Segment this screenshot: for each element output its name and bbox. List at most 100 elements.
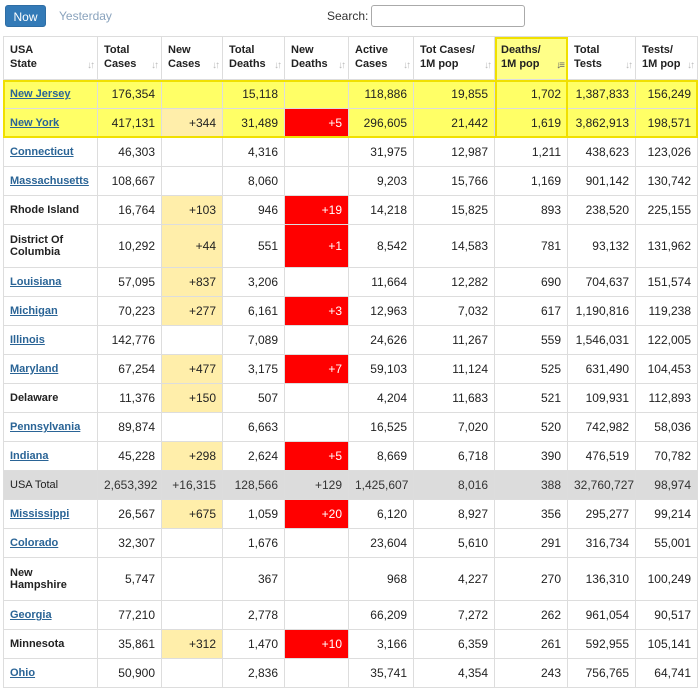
sort-icon[interactable]: ↓↑	[338, 60, 346, 71]
sort-icon[interactable]: ↓↑	[625, 60, 633, 71]
new-deaths-cell	[284, 383, 349, 413]
column-header-tests-per-1m[interactable]: Tests/1M pop ↓↑	[635, 36, 698, 80]
sort-icon[interactable]: ↓↑	[87, 60, 95, 71]
total-tests-cell: 592,955	[567, 629, 636, 659]
new-deaths-cell: +3	[284, 296, 349, 326]
tests-per-1m-cell: 98,974	[635, 470, 698, 500]
table-row: Ohio 50,900 2,836 35,741 4,354 243 756,765 64,7…	[3, 658, 698, 688]
state-cell[interactable]: Mississippi	[3, 499, 98, 529]
state-link[interactable]: Mississippi	[10, 508, 70, 520]
tests-per-1m-cell: 99,214	[635, 499, 698, 529]
column-header-total-cases[interactable]: Total Cases ↓↑	[97, 36, 162, 80]
active-cases-cell: 14,218	[348, 195, 414, 225]
new-deaths-cell: +7	[284, 354, 349, 384]
new-cases-cell: +837	[161, 267, 223, 297]
new-cases-cell	[161, 528, 223, 558]
column-header-new-cases[interactable]: New Cases ↓↑	[161, 36, 223, 80]
active-cases-cell: 8,542	[348, 224, 414, 268]
state-link[interactable]: Massachusetts	[10, 175, 89, 187]
total-deaths-cell: 2,624	[222, 441, 285, 471]
total-cases-cell: 35,861	[97, 629, 162, 659]
new-deaths-cell	[284, 528, 349, 558]
active-cases-cell: 9,203	[348, 166, 414, 196]
sort-icon[interactable]: ↓↑	[484, 60, 492, 71]
state-cell: Rhode Island	[3, 195, 98, 225]
state-cell[interactable]: Pennsylvania	[3, 412, 98, 442]
table-row: Connecticut 46,303 4,316 31,975 12,987 1,211 4…	[3, 137, 698, 167]
state-cell[interactable]: Indiana	[3, 441, 98, 471]
column-header-state[interactable]: USA State ↓↑	[3, 36, 98, 80]
state-cell[interactable]: Illinois	[3, 325, 98, 355]
total-cases-cell: 142,776	[97, 325, 162, 355]
column-header-total-deaths[interactable]: Total Deaths ↓↑	[222, 36, 285, 80]
sort-icon[interactable]: ↓↑	[274, 60, 282, 71]
table-header: USA State ↓↑ Total Cases ↓↑ New Cases ↓↑ Total Dea…	[3, 36, 698, 80]
deaths-per-1m-cell: 262	[494, 600, 568, 630]
active-cases-cell: 4,204	[348, 383, 414, 413]
state-link[interactable]: Ohio	[10, 667, 36, 679]
sort-icon[interactable]: ↓↑	[151, 60, 159, 71]
new-cases-cell	[161, 600, 223, 630]
new-cases-cell: +103	[161, 195, 223, 225]
sort-icon[interactable]: ↓↑	[687, 60, 695, 71]
state-link[interactable]: Pennsylvania	[10, 421, 81, 433]
state-cell[interactable]: Louisiana	[3, 267, 98, 297]
state-link[interactable]: Connecticut	[10, 146, 74, 158]
active-cases-cell: 8,669	[348, 441, 414, 471]
state-cell: District Of Columbia	[3, 224, 98, 268]
state-cell[interactable]: Georgia	[3, 600, 98, 630]
tests-per-1m-cell: 90,517	[635, 600, 698, 630]
state-link[interactable]: Georgia	[10, 609, 52, 621]
new-deaths-cell	[284, 166, 349, 196]
state-cell[interactable]: Colorado	[3, 528, 98, 558]
column-header-total-tests[interactable]: Total Tests ↓↑	[567, 36, 636, 80]
total-deaths-cell: 3,175	[222, 354, 285, 384]
state-link[interactable]: Illinois	[10, 334, 45, 346]
state-cell[interactable]: Ohio	[3, 658, 98, 688]
sort-icon[interactable]: ↓≡	[556, 60, 565, 71]
column-header-deaths-per-1m[interactable]: Deaths/1M pop ↓≡	[494, 36, 568, 80]
column-header-tot-cases-per-1m[interactable]: Tot Cases/1M pop ↓↑	[413, 36, 495, 80]
state-link[interactable]: Colorado	[10, 537, 59, 549]
header-label-line2: 1M pop	[420, 58, 459, 70]
column-header-new-deaths[interactable]: New Deaths ↓↑	[284, 36, 349, 80]
state-cell[interactable]: New York	[3, 108, 98, 138]
total-tests-cell: 756,765	[567, 658, 636, 688]
now-button[interactable]: Now	[5, 5, 46, 27]
new-cases-cell: +477	[161, 354, 223, 384]
tests-per-1m-cell: 131,962	[635, 224, 698, 268]
header-label-line2: 1M pop	[642, 58, 681, 70]
state-cell[interactable]: Michigan	[3, 296, 98, 326]
tot-cases-per-1m-cell: 12,282	[413, 267, 495, 297]
tot-cases-per-1m-cell: 6,359	[413, 629, 495, 659]
yesterday-button[interactable]: Yesterday	[59, 9, 112, 23]
total-cases-cell: 16,764	[97, 195, 162, 225]
total-tests-cell: 109,931	[567, 383, 636, 413]
total-tests-cell: 238,520	[567, 195, 636, 225]
state-link[interactable]: New Jersey	[10, 88, 71, 100]
total-cases-cell: 2,653,392	[97, 470, 162, 500]
state-cell[interactable]: Maryland	[3, 354, 98, 384]
sort-icon[interactable]: ↓↑	[212, 60, 220, 71]
state-link[interactable]: Maryland	[10, 363, 59, 375]
state-link[interactable]: New York	[10, 117, 60, 129]
column-header-active-cases[interactable]: Active Cases ↓↑	[348, 36, 414, 80]
state-link[interactable]: Louisiana	[10, 276, 62, 288]
new-deaths-cell	[284, 137, 349, 167]
sort-icon[interactable]: ↓↑	[403, 60, 411, 71]
table-row: Colorado 32,307 1,676 23,604 5,610 291 316,734…	[3, 528, 698, 558]
total-deaths-cell: 507	[222, 383, 285, 413]
state-cell[interactable]: New Jersey	[3, 79, 98, 109]
table-row: Georgia 77,210 2,778 66,209 7,272 262 961,054 9…	[3, 600, 698, 630]
header-label-line2: Tests	[574, 58, 602, 70]
tests-per-1m-cell: 130,742	[635, 166, 698, 196]
state-link[interactable]: Indiana	[10, 450, 49, 462]
search-input[interactable]	[371, 5, 525, 27]
active-cases-cell: 12,963	[348, 296, 414, 326]
deaths-per-1m-cell: 1,169	[494, 166, 568, 196]
state-cell[interactable]: Massachusetts	[3, 166, 98, 196]
state-link[interactable]: Michigan	[10, 305, 58, 317]
state-cell[interactable]: Connecticut	[3, 137, 98, 167]
state-cell: USA Total	[3, 470, 98, 500]
new-deaths-cell	[284, 79, 349, 109]
